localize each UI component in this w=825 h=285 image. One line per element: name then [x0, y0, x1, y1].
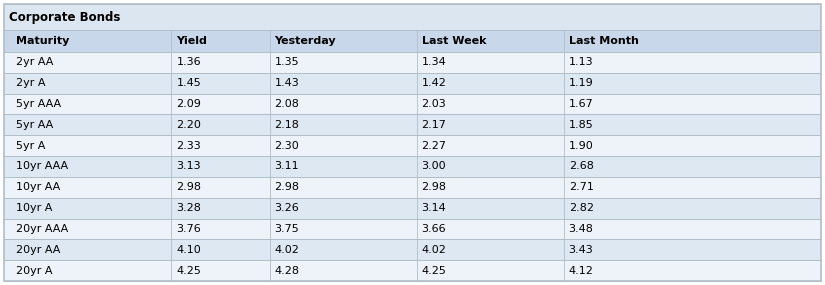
Text: 20yr A: 20yr A — [16, 266, 52, 276]
Text: 10yr AAA: 10yr AAA — [16, 162, 68, 172]
Text: 10yr AA: 10yr AA — [16, 182, 59, 192]
Text: 1.85: 1.85 — [568, 120, 593, 130]
Text: 2.27: 2.27 — [422, 141, 446, 151]
Text: 4.12: 4.12 — [568, 266, 593, 276]
Text: 5yr AAA: 5yr AAA — [16, 99, 61, 109]
Text: 3.00: 3.00 — [422, 162, 446, 172]
Text: 2.18: 2.18 — [275, 120, 299, 130]
Text: Corporate Bonds: Corporate Bonds — [9, 11, 120, 23]
Text: 2.71: 2.71 — [568, 182, 593, 192]
Text: Last Month: Last Month — [568, 36, 639, 46]
Bar — [4, 198, 821, 219]
Text: 1.43: 1.43 — [275, 78, 299, 88]
Text: 3.13: 3.13 — [177, 162, 201, 172]
Text: 3.48: 3.48 — [568, 224, 593, 234]
Bar — [4, 177, 821, 198]
Text: Yield: Yield — [177, 36, 207, 46]
Bar — [4, 94, 821, 115]
Text: 2.17: 2.17 — [422, 120, 446, 130]
Bar — [4, 52, 821, 73]
Text: 1.34: 1.34 — [422, 57, 446, 68]
Text: 3.66: 3.66 — [422, 224, 446, 234]
Text: 4.02: 4.02 — [275, 245, 299, 255]
Text: 3.28: 3.28 — [177, 203, 201, 213]
Bar — [4, 4, 821, 30]
Text: 1.36: 1.36 — [177, 57, 201, 68]
Text: 2.82: 2.82 — [568, 203, 594, 213]
Text: 20yr AA: 20yr AA — [16, 245, 60, 255]
Text: 4.02: 4.02 — [422, 245, 446, 255]
Text: 2.20: 2.20 — [177, 120, 201, 130]
Bar — [4, 135, 821, 156]
Bar — [4, 73, 821, 94]
Bar — [4, 30, 821, 52]
Bar — [4, 156, 821, 177]
Text: Maturity: Maturity — [16, 36, 69, 46]
Text: 4.10: 4.10 — [177, 245, 201, 255]
Text: 1.19: 1.19 — [568, 78, 593, 88]
Text: 2.98: 2.98 — [275, 182, 299, 192]
Bar — [4, 239, 821, 260]
Bar — [4, 260, 821, 281]
Text: 2.98: 2.98 — [177, 182, 201, 192]
Text: 2.03: 2.03 — [422, 99, 446, 109]
Text: 2.09: 2.09 — [177, 99, 201, 109]
Text: 2.68: 2.68 — [568, 162, 593, 172]
Text: 2yr A: 2yr A — [16, 78, 45, 88]
Text: 4.25: 4.25 — [177, 266, 201, 276]
Text: 1.13: 1.13 — [568, 57, 593, 68]
Text: 5yr AA: 5yr AA — [16, 120, 53, 130]
Text: 3.14: 3.14 — [422, 203, 446, 213]
Text: Yesterday: Yesterday — [275, 36, 336, 46]
Text: 2.33: 2.33 — [177, 141, 201, 151]
Text: 3.43: 3.43 — [568, 245, 593, 255]
Text: Last Week: Last Week — [422, 36, 486, 46]
Text: 1.90: 1.90 — [568, 141, 593, 151]
Text: 3.75: 3.75 — [275, 224, 299, 234]
Text: 4.28: 4.28 — [275, 266, 299, 276]
Text: 3.26: 3.26 — [275, 203, 299, 213]
Text: 3.11: 3.11 — [275, 162, 299, 172]
Text: 1.67: 1.67 — [568, 99, 593, 109]
Text: 20yr AAA: 20yr AAA — [16, 224, 68, 234]
Text: 2.98: 2.98 — [422, 182, 446, 192]
Bar — [4, 219, 821, 239]
Text: 1.42: 1.42 — [422, 78, 446, 88]
Text: 10yr A: 10yr A — [16, 203, 52, 213]
Text: 1.35: 1.35 — [275, 57, 299, 68]
Text: 4.25: 4.25 — [422, 266, 446, 276]
Text: 2yr AA: 2yr AA — [16, 57, 53, 68]
Text: 2.30: 2.30 — [275, 141, 299, 151]
Text: 5yr A: 5yr A — [16, 141, 45, 151]
Text: 1.45: 1.45 — [177, 78, 201, 88]
Text: 2.08: 2.08 — [275, 99, 299, 109]
Text: 3.76: 3.76 — [177, 224, 201, 234]
Bar — [4, 115, 821, 135]
